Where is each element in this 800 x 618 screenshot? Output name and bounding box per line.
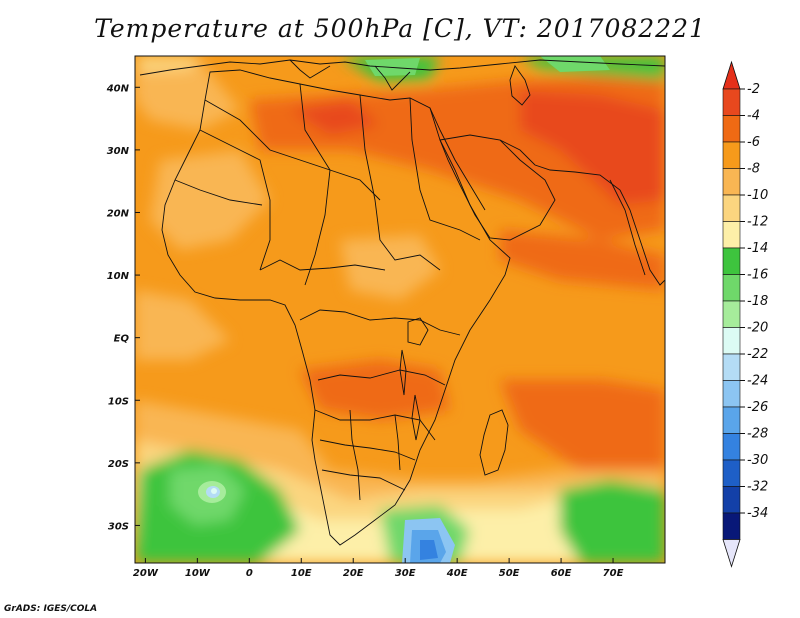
- map-title: Temperature at 500hPa [C], VT: 201708222…: [94, 14, 706, 43]
- grads-credit: GrADS: IGES/COLA: [4, 604, 98, 614]
- lat-tick-label: 40N: [106, 83, 130, 94]
- lat-tick-label: 30S: [108, 521, 129, 532]
- colorbar-label: -20: [747, 321, 768, 336]
- lat-tick-label: 30N: [107, 146, 130, 157]
- colorbar-label: -24: [747, 374, 768, 389]
- plot-frame: [134, 55, 666, 564]
- colorbar-label: -2: [747, 82, 760, 97]
- colorbar: -2 -4 -6 -8 -10 -12 -14 -16 -18 -20 -22 -24 -26 -28 -3…: [722, 60, 768, 568]
- colorbar-swatch: [722, 274, 741, 302]
- colorbar-swatch: [722, 353, 741, 381]
- lat-tick-label: EQ: [114, 334, 130, 345]
- colorbar-swatch: [722, 300, 741, 328]
- lon-tick-label: 10E: [291, 568, 312, 579]
- colorbar-label: -4: [747, 109, 760, 124]
- colorbar-swatch: [722, 433, 741, 461]
- colorbar-label: -12: [747, 215, 768, 230]
- colorbar-label: -28: [747, 427, 768, 442]
- colorbar-swatch: [722, 512, 741, 540]
- colorbar-swatch: [722, 486, 741, 514]
- colorbar-swatch: [722, 459, 741, 487]
- lat-tick-label: 10N: [107, 271, 130, 282]
- colorbar-top-arrow: [722, 60, 741, 90]
- colorbar-label: -8: [747, 162, 760, 177]
- colorbar-swatch: [722, 194, 741, 222]
- colorbar-bottom-arrow: [722, 539, 741, 568]
- colorbar-swatch: [722, 380, 741, 408]
- colorbar-label: -18: [747, 294, 768, 309]
- temperature-field: [135, 56, 665, 563]
- lon-tick-label: 70E: [603, 568, 624, 579]
- lon-tick-label: 50E: [499, 568, 520, 579]
- lon-tick-label: 10W: [185, 568, 211, 579]
- colorbar-label: -16: [747, 268, 768, 283]
- colorbar-swatch: [722, 247, 741, 275]
- colorbar-label: -30: [747, 453, 768, 468]
- colorbar-label: -22: [747, 347, 768, 362]
- colorbar-swatch: [722, 327, 741, 355]
- lon-tick-label: 20W: [133, 568, 159, 579]
- colorbar-label: -10: [747, 188, 768, 203]
- colorbar-swatch: [722, 221, 741, 249]
- colorbar-swatch: [722, 406, 741, 434]
- lon-tick-label: 40E: [446, 568, 468, 579]
- lat-tick-label: 10S: [108, 396, 129, 407]
- lon-tick-label: 0: [246, 568, 253, 579]
- colorbar-swatch: [722, 141, 741, 169]
- lon-tick-label: 20E: [343, 568, 364, 579]
- colorbar-label: -32: [747, 480, 768, 495]
- colorbar-label: -34: [747, 506, 768, 521]
- lon-tick-label: 30E: [395, 568, 416, 579]
- colorbar-swatch: [722, 115, 741, 143]
- map-axes: 20W 10W 0 10E 20E 30E 40E 50E 60E 70E 40N 30N 20N 10N…: [106, 83, 624, 579]
- lon-tick-label: 60E: [551, 568, 572, 579]
- colorbar-label: -14: [747, 241, 768, 256]
- colorbar-swatch: [722, 88, 741, 116]
- coastlines: [139, 59, 665, 546]
- colorbar-label: -26: [747, 400, 768, 415]
- lat-tick-label: 20N: [107, 208, 130, 219]
- colorbar-swatch: [722, 168, 741, 196]
- lat-tick-label: 20S: [108, 459, 129, 470]
- colorbar-label: -6: [747, 135, 760, 150]
